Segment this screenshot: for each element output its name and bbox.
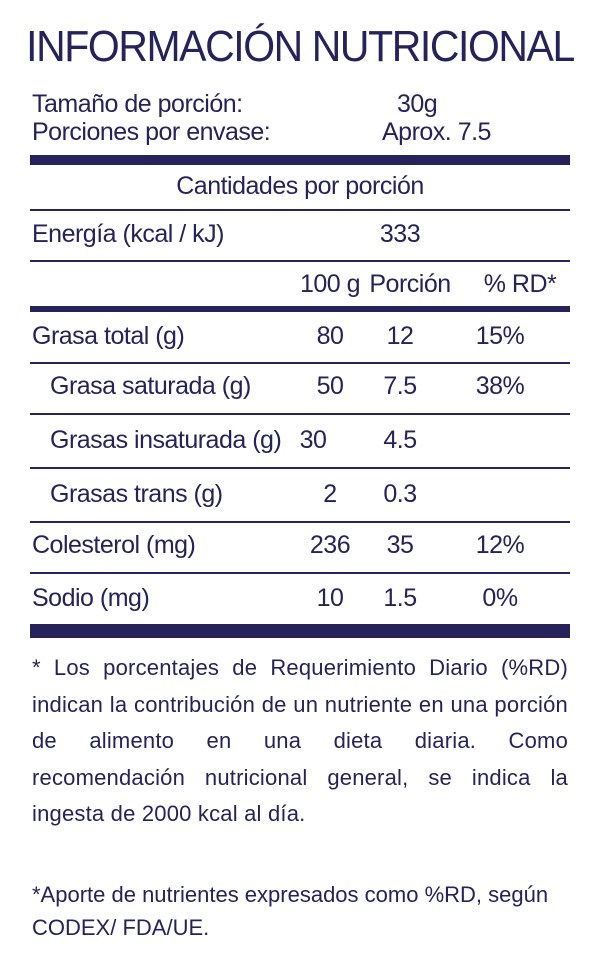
divider <box>30 467 570 469</box>
nutrient-rd: 15% <box>475 322 525 350</box>
servings-per-container-value: Aprox. 7.5 <box>382 118 491 146</box>
divider <box>30 413 570 415</box>
divider <box>30 260 570 262</box>
column-header-portion: Porción <box>369 270 451 298</box>
column-header-rd: % RD* <box>483 270 557 298</box>
nutrient-rd: 0% <box>482 584 518 612</box>
energy-label: Energía (kcal / kJ) <box>32 220 224 248</box>
serving-size-label: Tamaño de porción: <box>32 90 243 118</box>
nutrient-label: Grasas insaturada (g) <box>50 426 282 454</box>
servings-per-container-label: Porciones por envase: <box>32 118 271 146</box>
thick-divider-bottom <box>30 624 570 638</box>
nutrient-portion: 0.3 <box>383 480 417 508</box>
medium-divider <box>30 306 570 312</box>
rd-footnote: * Los porcentajes de Requerimiento Diari… <box>32 655 568 826</box>
nutrient-per100: 2 <box>323 480 337 508</box>
nutrient-label: Grasa saturada (g) <box>50 372 251 400</box>
nutrient-portion: 35 <box>386 531 414 559</box>
nutrient-per100: 30 <box>299 426 327 454</box>
source-note: *Aporte de nutrientes expresados como %R… <box>32 882 549 940</box>
serving-size-value: 30g <box>397 90 438 118</box>
nutrient-per100: 236 <box>309 531 351 559</box>
nutrient-portion: 4.5 <box>383 426 417 454</box>
nutrient-portion: 12 <box>386 322 414 350</box>
nutrient-label: Colesterol (mg) <box>32 531 196 559</box>
nutrient-portion: 1.5 <box>383 584 417 612</box>
nutrient-per100: 10 <box>316 584 344 612</box>
divider <box>30 209 570 211</box>
label-title: INFORMACIÓN NUTRICIONAL <box>26 22 575 71</box>
nutrient-portion: 7.5 <box>383 372 417 400</box>
nutrient-per100: 80 <box>316 322 344 350</box>
nutrient-rd: 12% <box>475 531 525 559</box>
nutrient-per100: 50 <box>316 372 344 400</box>
divider <box>30 572 570 574</box>
amounts-per-serving-header: Cantidades por porción <box>176 172 424 200</box>
nutrient-label: Grasas trans (g) <box>50 480 223 508</box>
divider <box>30 362 570 364</box>
nutrient-rd: 38% <box>475 372 525 400</box>
column-header-100g: 100 g <box>299 270 361 298</box>
nutrient-label: Sodio (mg) <box>32 584 150 612</box>
nutrient-label: Grasa total (g) <box>32 322 185 350</box>
energy-value: 333 <box>379 220 421 248</box>
thick-divider-top <box>30 155 570 165</box>
divider <box>30 521 570 523</box>
